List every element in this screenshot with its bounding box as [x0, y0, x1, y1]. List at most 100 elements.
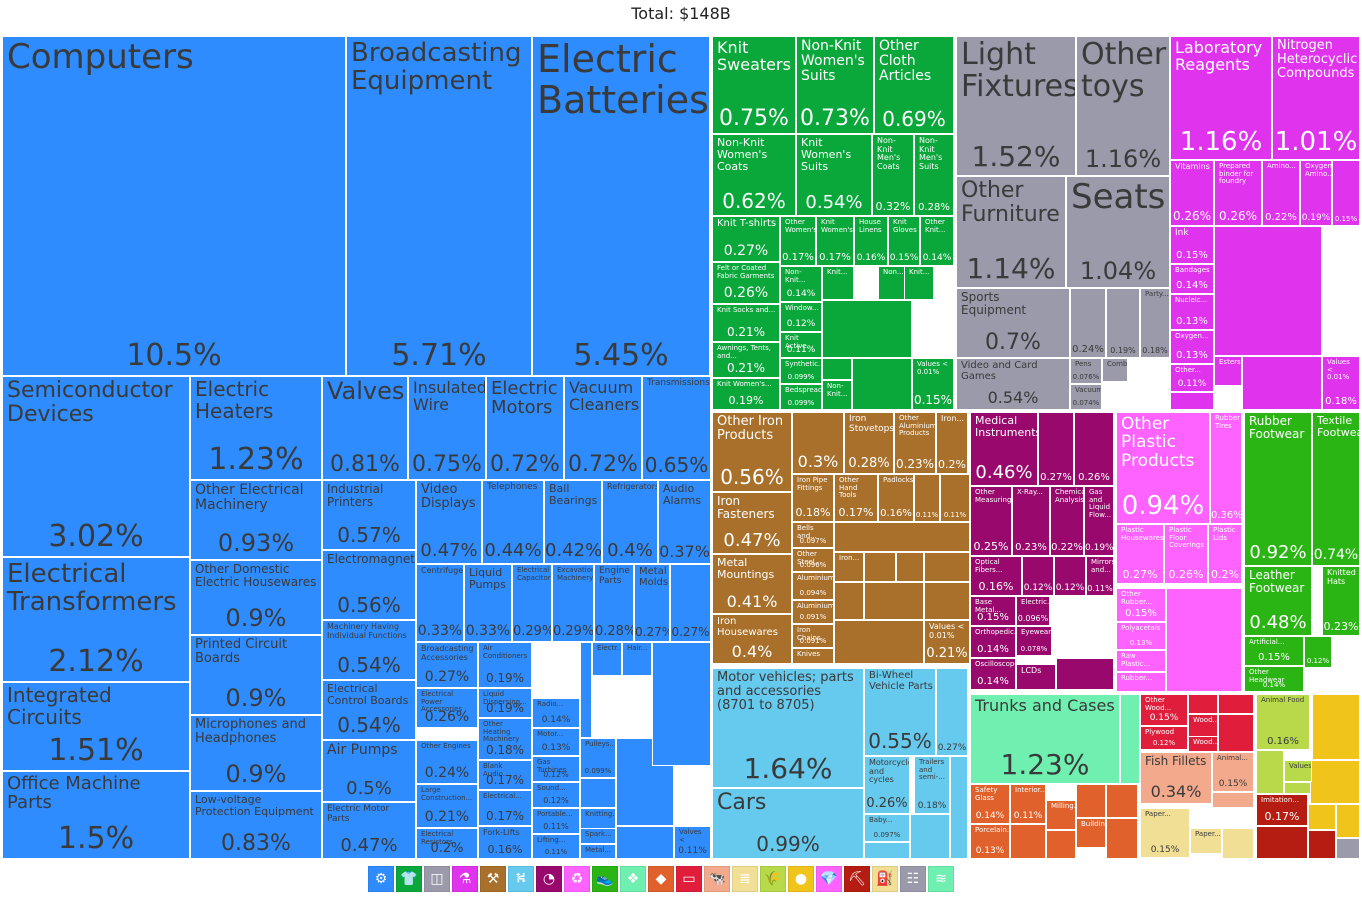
tile-raw-plastic[interactable]: Raw Plastic... [1116, 650, 1166, 672]
tile-office-machine-parts[interactable]: Office Machine Parts 1.5% [2, 771, 190, 859]
tile-seats[interactable]: Seats 1.04% [1066, 176, 1170, 288]
tile-aluminium[interactable]: Aluminium... 0.094% [792, 572, 834, 600]
tile-computers[interactable]: Computers 10.5% [2, 36, 346, 376]
tile-oxygen-amino[interactable]: Oxygen Amino... 0.19% [1300, 160, 1332, 226]
tile-unlabeled[interactable] [1222, 828, 1254, 859]
tile-base-metal[interactable]: Base Metal... 0.15% [970, 596, 1016, 626]
tile-knit[interactable]: Knit... [904, 266, 934, 300]
tile-unlabeled[interactable] [1212, 792, 1254, 808]
tile-refrigerators[interactable]: Refrigerators 0.4% [602, 480, 658, 564]
tile-knit-women-s[interactable]: Knit Women's... 0.17% [816, 216, 854, 266]
tile-telephones[interactable]: Telephones 0.44% [482, 480, 544, 564]
tile-liquid-dispersing[interactable]: Liquid Dispersing... 0.19% [478, 688, 532, 718]
tile-non-knit-men-s-coats[interactable]: Non-Knit Men's Coats 0.32% [872, 134, 914, 216]
tile-non-knit[interactable]: Non-Knit... [822, 380, 852, 410]
tile-valves[interactable]: Valves < 0.11% [674, 826, 711, 859]
wheat-icon[interactable]: 🌾 [760, 866, 786, 892]
tile-unlabeled[interactable] [910, 814, 950, 859]
diamond-icon[interactable]: 💎 [816, 866, 842, 892]
tile-large-construction[interactable]: Large Construction... 0.21% [416, 784, 478, 828]
tile-unlabeled[interactable]: 0.11% [914, 474, 940, 522]
tile-knit-gloves[interactable]: Knit Gloves 0.15% [888, 216, 920, 266]
tile-unlabeled[interactable] [1256, 750, 1284, 794]
shirt-icon[interactable]: 👕 [396, 866, 422, 892]
tile-unlabeled[interactable]: 0.11% [940, 474, 970, 522]
tile-eyewear[interactable]: Eyewear... 0.078% [1016, 626, 1052, 656]
tile-other-domestic-electric-housewares[interactable]: Other Domestic Electric Housewares 0.9% [190, 560, 322, 635]
tile-hair[interactable]: Hair... [622, 642, 652, 676]
tile-synthetic[interactable]: Synthetic... 0.099% [780, 358, 822, 384]
tile-other-furniture[interactable]: Other Furniture 1.14% [956, 176, 1066, 288]
tile-gas-and-liquid-flow[interactable]: Gas and Liquid Flow... 0.19% [1084, 486, 1114, 556]
tile-mirrors-and[interactable]: Mirrors and... 0.11% [1086, 556, 1114, 596]
tile-unlabeled[interactable]: 0.27% [1038, 412, 1074, 486]
tile-paper[interactable]: Paper... 0.15% [1140, 808, 1190, 858]
tile-party[interactable]: Party... 0.18% [1140, 288, 1170, 358]
tile-electric-batteries[interactable]: Electric Batteries 5.45% [532, 36, 710, 376]
tile-bells-and[interactable]: Bells and... 0.097% [792, 522, 834, 548]
tile-motor-vehicles-parts-and-accessories-8701-to-8705[interactable]: Motor vehicles; parts and accessories (8… [712, 668, 864, 788]
tile-rubber[interactable]: Rubber... [1116, 672, 1166, 692]
tile-non-knit-women-s-suits[interactable]: Non-Knit Women's Suits 0.73% [796, 36, 874, 134]
tile-iron-chains[interactable]: Iron Chains 0.091% [792, 624, 834, 648]
box-icon[interactable]: ◫ [424, 866, 450, 892]
tile-insulated-wire[interactable]: Insulated Wire 0.75% [408, 376, 486, 480]
cow-icon[interactable]: 🐄 [704, 866, 730, 892]
tile-other-knit[interactable]: Other Knit... 0.14% [920, 216, 954, 266]
tile-broadcasting-accessories[interactable]: Broadcasting Accessories 0.27% [416, 642, 478, 688]
tile-other-rubber[interactable]: Other Rubber... 0.15% [1116, 588, 1166, 622]
tile-bedspreads[interactable]: Bedspreads 0.099% [780, 384, 822, 410]
tile-unlabeled[interactable] [896, 552, 924, 582]
tile-unlabeled[interactable] [1336, 838, 1360, 859]
tile-bi-wheel-vehicle-parts[interactable]: Bi-Wheel Vehicle Parts 0.55% [864, 668, 936, 756]
tile-unlabeled[interactable] [1106, 784, 1138, 818]
tile-portable[interactable]: Portable... 0.11% [532, 808, 580, 834]
tile-rubber-tires[interactable]: Rubber Tires 0.36% [1210, 412, 1242, 524]
tile-pulleys[interactable]: Pulleys... 0.099% [580, 738, 616, 778]
tile-values[interactable]: Values... [1284, 760, 1312, 782]
tile-printed-circuit-boards[interactable]: Printed Circuit Boards 0.9% [190, 635, 322, 715]
pickaxe-icon[interactable]: ⛏ [844, 866, 870, 892]
tile-fork-lifts[interactable]: Fork-Lifts 0.16% [478, 826, 532, 859]
tile-nucleic[interactable]: Nucleic... 0.13% [1170, 294, 1214, 330]
tile-knitted-hats[interactable]: Knitted Hats 0.23% [1322, 566, 1360, 636]
tile-electrical[interactable]: Electrical... 0.17% [478, 790, 532, 826]
recycle-icon[interactable]: ♻ [564, 866, 590, 892]
tile-unlabeled[interactable] [1076, 784, 1106, 818]
tile-unlabeled[interactable]: 0.27% [936, 668, 968, 756]
tile-trailers-and-semi[interactable]: Trailers and semi-... 0.18% [914, 756, 950, 814]
tile-blank-audio[interactable]: Blank Audio... 0.17% [478, 760, 532, 790]
shoe-icon[interactable]: 👟 [592, 866, 618, 892]
tile-unlabeled[interactable] [652, 642, 711, 766]
tile-excavation-machinery[interactable]: Excavation Machinery 0.29% [552, 564, 594, 642]
tile-unlabeled[interactable] [1336, 804, 1360, 838]
tile-rubber-footwear[interactable]: Rubber Footwear 0.92% [1244, 412, 1312, 566]
tile-other-iron-products[interactable]: Other Iron Products 0.56% [712, 412, 792, 492]
tile-unlabeled[interactable]: 0.24% [1070, 288, 1106, 358]
tile-unlabeled[interactable] [1284, 782, 1312, 794]
tile-vacuum-cleaners[interactable]: Vacuum Cleaners 0.72% [564, 376, 642, 480]
tile-unlabeled[interactable] [1010, 824, 1046, 859]
tile-knit-sweaters[interactable]: Knit Sweaters 0.75% [712, 36, 796, 134]
tile-animal-food[interactable]: Animal Food 0.16% [1256, 694, 1310, 750]
tile-video-and-card-games[interactable]: Video and Card Games 0.54% [956, 358, 1070, 410]
tile-interior[interactable]: Interior... 0.11% [1010, 784, 1046, 824]
tile-electric-motors[interactable]: Electric Motors 0.72% [486, 376, 564, 480]
tile-unlabeled[interactable] [1308, 830, 1336, 859]
tile-transmissions[interactable]: Transmissions 0.65% [642, 376, 711, 480]
tile-unlabeled[interactable] [822, 300, 912, 358]
tile-iron-housewares[interactable]: Iron Housewares 0.4% [712, 614, 792, 664]
tile-lifting[interactable]: Lifting... 0.11% [532, 834, 580, 859]
tile-unlabeled[interactable]: 0.12% [1054, 556, 1086, 596]
tile-iron[interactable]: Iron... [834, 552, 864, 582]
tile-unlabeled[interactable]: 0.19% [1106, 288, 1140, 358]
tile-porcelain[interactable]: Porcelain... 0.13% [970, 824, 1010, 859]
tile-other-measuring[interactable]: Other Measuring... 0.25% [970, 486, 1012, 556]
tile-air-conditioners[interactable]: Air Conditioners 0.19% [478, 642, 532, 688]
tile-chemical-analysis[interactable]: Chemical Analysis... 0.22% [1050, 486, 1084, 556]
tile-laboratory-reagents[interactable]: Laboratory Reagents 1.16% [1170, 36, 1272, 160]
easel-icon[interactable]: ☷ [900, 866, 926, 892]
gear-icon[interactable]: ⚙ [368, 866, 394, 892]
gas-icon[interactable]: ⛽ [872, 866, 898, 892]
flask-icon[interactable]: ⚗ [452, 866, 478, 892]
